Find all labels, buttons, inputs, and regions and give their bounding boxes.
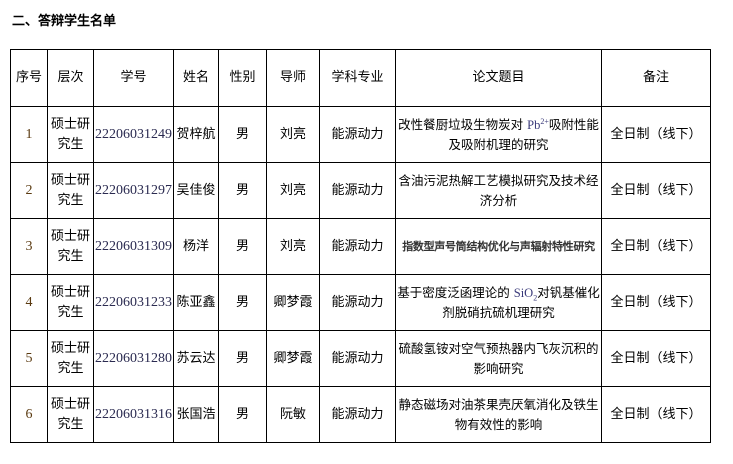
cell-thesis-title: 改性餐厨垃圾生物炭对 Pb2+吸附性能及吸附机理的研究: [395, 106, 602, 163]
formula-subscript: 2: [533, 293, 538, 302]
cell-note: 全日制（线下）: [601, 218, 711, 275]
cell-major: 能源动力: [319, 274, 396, 331]
thesis-title-text: 静态磁场对油茶果壳厌氧消化及铁生物有效性的影响: [398, 396, 599, 432]
header-gender: 性别: [218, 49, 267, 107]
cell-level: 硕士研究生: [47, 218, 94, 275]
cell-no: 1: [10, 106, 48, 163]
header-name: 姓名: [173, 49, 219, 107]
cell-major: 能源动力: [319, 330, 396, 387]
thesis-title-text: 基于密度泛函理论的: [397, 284, 514, 300]
cell-name: 贺梓航: [173, 106, 219, 163]
cell-level: 硕士研究生: [47, 106, 94, 163]
header-level: 层次: [47, 49, 94, 107]
cell-note: 全日制（线下）: [601, 330, 711, 387]
cell-major: 能源动力: [319, 106, 396, 163]
cell-thesis-title: 含油污泥热解工艺模拟研究及技术经济分析: [395, 162, 602, 219]
cell-advisor: 卿梦霞: [266, 330, 320, 387]
cell-gender: 男: [218, 274, 267, 331]
cell-note: 全日制（线下）: [601, 274, 711, 331]
thesis-title-text: 改性餐厨垃圾生物炭对: [398, 116, 528, 132]
cell-gender: 男: [218, 330, 267, 387]
cell-level: 硕士研究生: [47, 274, 94, 331]
cell-advisor: 刘亮: [266, 218, 320, 275]
cell-note: 全日制（线下）: [601, 162, 711, 219]
cell-thesis-title: 硫酸氢铵对空气预热器内飞灰沉积的影响研究: [395, 330, 602, 387]
cell-no: 6: [10, 386, 48, 443]
cell-name: 张国浩: [173, 386, 219, 443]
table-row: 2 硕士研究生 22206031297 吴佳俊男刘亮 能源动力 含油污泥热解工艺模拟研究及…: [10, 162, 711, 219]
cell-advisor: 阮敏: [266, 386, 320, 443]
cell-advisor: 刘亮: [266, 106, 320, 163]
cell-gender: 男: [218, 106, 267, 163]
header-thesis-title: 论文题目: [395, 49, 602, 107]
cell-major: 能源动力: [319, 218, 396, 275]
cell-no: 3: [10, 218, 48, 275]
cell-major: 能源动力: [319, 162, 396, 219]
formula-superscript: 2+: [540, 116, 549, 126]
cell-name: 杨洋: [173, 218, 219, 275]
cell-thesis-title: 静态磁场对油茶果壳厌氧消化及铁生物有效性的影响: [395, 386, 602, 443]
thesis-title-text: 含油污泥热解工艺模拟研究及技术经济分析: [398, 172, 599, 208]
cell-advisor: 卿梦霞: [266, 274, 320, 331]
cell-major: 能源动力: [319, 386, 396, 443]
thesis-title-text-cont: 吸附性能及吸附机理的研究: [448, 116, 599, 152]
chemical-formula: SiO: [513, 285, 534, 300]
cell-note: 全日制（线下）: [601, 386, 711, 443]
cell-no: 5: [10, 330, 48, 387]
cell-name: 陈亚鑫: [173, 274, 219, 331]
cell-level: 硕士研究生: [47, 330, 94, 387]
chemical-formula: Pb: [527, 117, 541, 132]
header-note: 备注: [601, 49, 711, 107]
thesis-title-text: 硫酸氢铵对空气预热器内飞灰沉积的影响研究: [398, 340, 599, 376]
cell-advisor: 刘亮: [266, 162, 320, 219]
cell-level: 硕士研究生: [47, 162, 94, 219]
cell-student-id: 22206031297: [93, 162, 174, 219]
header-advisor: 导师: [266, 49, 320, 107]
table-row: 1 硕士研究生 22206031249 贺梓航男刘亮 能源动力 改性餐厨垃圾生物炭对 Pb…: [10, 106, 711, 163]
cell-student-id: 22206031233: [93, 274, 174, 331]
cell-gender: 男: [218, 386, 267, 443]
cell-thesis-title: 基于密度泛函理论的 SiO2对钒基催化剂脱硝抗硫机理研究: [395, 274, 602, 331]
table-header-row: 序号 层次 学号 姓名 性别 导师 学科专业 论文题目 备注: [10, 49, 711, 107]
table-row: 6 硕士研究生 22206031316 张国浩男阮敏 能源动力 静态磁场对油茶果壳厌氧消化…: [10, 386, 711, 443]
section-heading: 二、答辩学生名单: [12, 14, 117, 29]
cell-student-id: 22206031249: [93, 106, 174, 163]
cell-note: 全日制（线下）: [601, 106, 711, 163]
cell-name: 苏云达: [173, 330, 219, 387]
cell-student-id: 22206031316: [93, 386, 174, 443]
cell-gender: 男: [218, 162, 267, 219]
header-no: 序号: [10, 49, 48, 107]
cell-level: 硕士研究生: [47, 386, 94, 443]
header-major: 学科专业: [319, 49, 396, 107]
defense-student-table: 序号 层次 学号 姓名 性别 导师 学科专业 论文题目 备注 1 硕士研究生 222…: [10, 49, 711, 443]
header-student-id: 学号: [93, 49, 174, 107]
cell-name: 吴佳俊: [173, 162, 219, 219]
cell-student-id: 22206031309: [93, 218, 174, 275]
cell-no: 2: [10, 162, 48, 219]
table-row: 4 硕士研究生 22206031233 陈亚鑫男卿梦霞 能源动力 基于密度泛函理论的 Si…: [10, 274, 711, 331]
cell-gender: 男: [218, 218, 267, 275]
table-row: 5 硕士研究生 22206031280 苏云达男卿梦霞 能源动力 硫酸氢铵对空气预热器内飞…: [10, 330, 711, 387]
cell-student-id: 22206031280: [93, 330, 174, 387]
thesis-title-text-cont: 对钒基催化剂脱硝抗硫机理研究: [442, 284, 600, 320]
cell-thesis-title: 指数型声号筒结构优化与声辐射特性研究: [395, 218, 602, 275]
table-row: 3 硕士研究生 22206031309 杨洋男刘亮 能源动力 指数型声号筒结构优化与声辐射…: [10, 218, 711, 275]
cell-no: 4: [10, 274, 48, 331]
thesis-title-text: 指数型声号筒结构优化与声辐射特性研究: [402, 239, 595, 253]
